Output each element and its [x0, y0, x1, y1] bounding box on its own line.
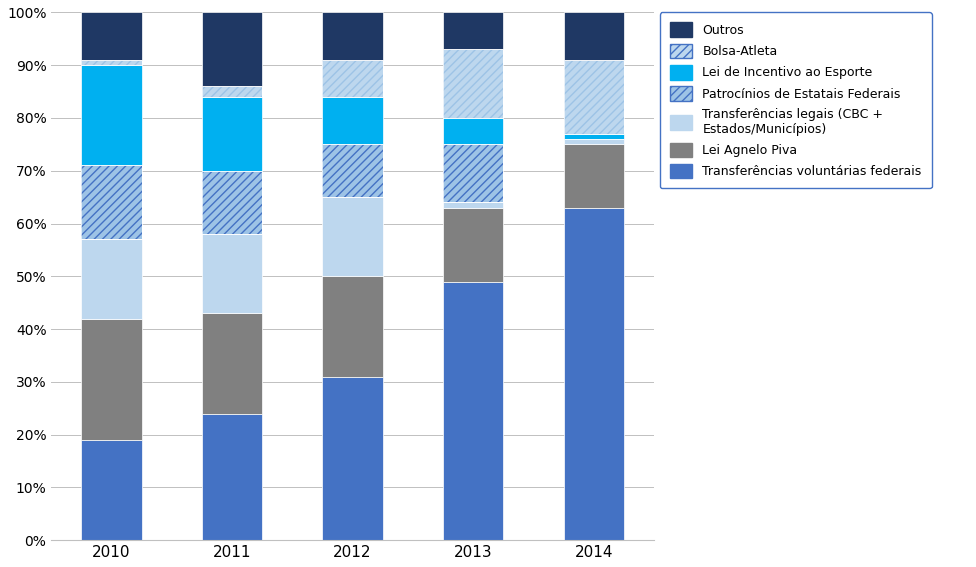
Bar: [322, 276, 383, 376]
Bar: [322, 376, 383, 540]
Bar: [322, 145, 383, 197]
Bar: [81, 60, 142, 65]
Bar: [81, 60, 142, 65]
Bar: [563, 139, 624, 145]
Bar: [81, 65, 142, 166]
Bar: [443, 49, 504, 118]
Bar: [563, 145, 624, 208]
Bar: [563, 208, 624, 540]
Bar: [81, 166, 142, 239]
Bar: [443, 282, 504, 540]
Bar: [202, 97, 263, 171]
Bar: [202, 171, 263, 234]
Bar: [202, 413, 263, 540]
Bar: [202, 12, 263, 86]
Legend: Outros, Bolsa-Atleta, Lei de Incentivo ao Esporte, Patrocínios de Estatais Feder: Outros, Bolsa-Atleta, Lei de Incentivo a…: [660, 12, 932, 188]
Bar: [443, 208, 504, 282]
Bar: [322, 97, 383, 145]
Bar: [322, 60, 383, 97]
Bar: [322, 197, 383, 276]
Bar: [81, 12, 142, 60]
Bar: [443, 202, 504, 208]
Bar: [322, 145, 383, 197]
Bar: [81, 440, 142, 540]
Bar: [443, 145, 504, 202]
Bar: [563, 12, 624, 60]
Bar: [81, 166, 142, 239]
Bar: [81, 239, 142, 319]
Bar: [322, 60, 383, 97]
Bar: [81, 319, 142, 440]
Bar: [563, 60, 624, 134]
Bar: [443, 145, 504, 202]
Bar: [443, 49, 504, 118]
Bar: [563, 60, 624, 134]
Bar: [202, 86, 263, 97]
Bar: [202, 86, 263, 97]
Bar: [563, 134, 624, 139]
Bar: [322, 12, 383, 60]
Bar: [202, 171, 263, 234]
Bar: [443, 12, 504, 49]
Bar: [443, 118, 504, 145]
Bar: [202, 234, 263, 313]
Bar: [202, 313, 263, 413]
